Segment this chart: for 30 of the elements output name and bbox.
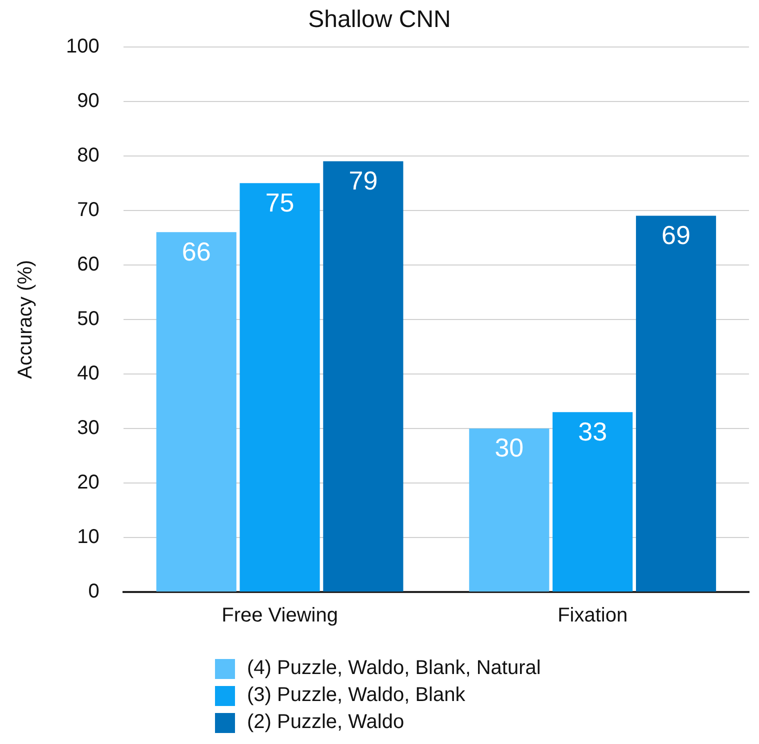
legend-label: (3) Puzzle, Waldo, Blank	[247, 684, 466, 707]
y-tick-label: 90	[77, 90, 100, 112]
y-tick-label: 20	[77, 471, 100, 494]
data-label: 75	[265, 187, 294, 218]
bar	[156, 232, 236, 592]
data-label: 66	[182, 236, 211, 266]
y-tick-label: 60	[77, 253, 100, 276]
y-axis-title: Accuracy (%)	[14, 260, 37, 379]
bar	[469, 428, 550, 592]
chart-title: Shallow CNN	[308, 6, 451, 34]
data-label: 69	[662, 220, 690, 250]
x-tick-label: Fixation	[558, 604, 628, 627]
data-label: 30	[494, 432, 524, 463]
bar	[552, 412, 633, 592]
data-label: 79	[348, 165, 378, 196]
bar	[240, 183, 320, 592]
legend-label: (2) Puzzle, Waldo	[247, 711, 404, 734]
x-tick-label: Free Viewing	[222, 604, 338, 627]
legend-label: (4) Puzzle, Waldo, Blank, Natural	[247, 657, 541, 680]
bar	[636, 216, 716, 592]
y-tick-label: 0	[88, 580, 100, 603]
y-tick-label: 80	[77, 144, 100, 166]
y-tick-label: 50	[77, 308, 100, 330]
bar	[323, 161, 404, 592]
y-tick-label: 70	[77, 198, 100, 221]
y-tick-label: 100	[66, 35, 100, 58]
y-tick-label: 40	[77, 362, 100, 384]
y-tick-label: 30	[77, 416, 100, 439]
y-tick-label: 10	[77, 526, 100, 548]
data-label: 33	[578, 416, 608, 446]
